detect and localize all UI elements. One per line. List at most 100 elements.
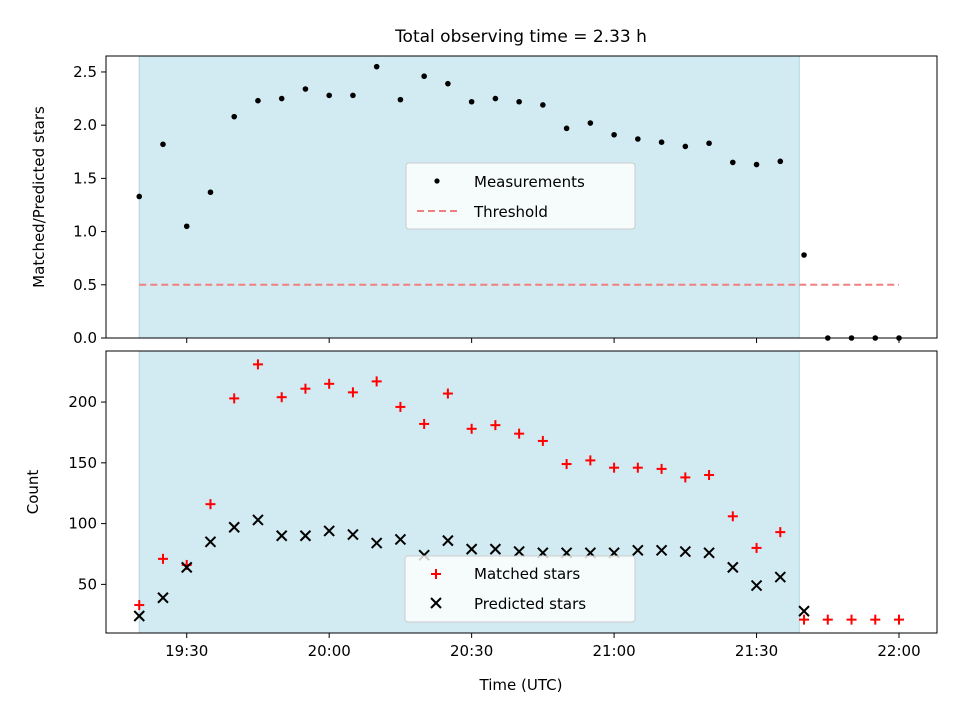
count-x-tick-label: 20:00 (308, 642, 351, 660)
count-x-tick-label: 20:30 (450, 642, 493, 660)
matched-star-point (276, 392, 287, 403)
measurement-point (753, 161, 760, 168)
ratio-y-tick-label: 0.0 (73, 329, 97, 347)
count-legend: Matched stars Predicted stars (404, 555, 636, 623)
measurement-point (231, 113, 238, 120)
matched-star-point (229, 393, 240, 404)
legend-matched-label: Matched stars (474, 565, 580, 583)
figure-title: Total observing time = 2.33 h (394, 27, 647, 47)
legend-predicted-marker (430, 597, 442, 609)
predicted-star-point (442, 534, 454, 547)
measurement-point (611, 131, 617, 138)
measurement-point (421, 73, 427, 80)
predicted-star-point (465, 543, 478, 555)
matched-star-point (324, 378, 335, 389)
predicted-star-point (750, 579, 763, 592)
matched-star-point (252, 359, 263, 370)
predicted-star-point (632, 544, 644, 557)
ratio-y-tick-label: 1.0 (73, 223, 97, 241)
measurement-point (302, 86, 309, 92)
predicted-star-point (679, 545, 692, 558)
matched-star-point (799, 614, 810, 625)
x-axis-label: Time (UTC) (479, 676, 563, 694)
predicted-star-point (228, 521, 240, 533)
measurement-point (183, 223, 190, 230)
predicted-star-point (370, 537, 383, 549)
count-panel: 50 100 150 200 19:30 20:00 20:30 21:00 21:30 22:0… (24, 350, 938, 694)
count-y-axis-label: Count (24, 470, 42, 515)
measurement-point (326, 92, 332, 99)
measurement-point (136, 193, 143, 200)
measurement-point (587, 120, 594, 126)
matched-star-point (537, 435, 548, 446)
matched-star-point (419, 418, 430, 429)
predicted-star-point (323, 525, 335, 537)
matched-star-point (656, 463, 667, 474)
measurement-point (563, 125, 570, 132)
predicted-star-point (394, 533, 407, 546)
matched-star-point (894, 614, 905, 625)
predicted-star-point (774, 571, 787, 583)
count-y-tick-label: 100 (68, 515, 97, 533)
matched-star-point (442, 388, 453, 399)
matched-star-point (727, 511, 738, 522)
legend-predicted-label: Predicted stars (474, 595, 586, 613)
matched-star-point (870, 614, 881, 625)
count-x-tick-label: 19:30 (165, 642, 208, 660)
measurement-point (635, 136, 641, 142)
matched-star-point (775, 527, 786, 538)
ratio-y-tick-label: 2.5 (73, 63, 97, 81)
measurement-point (801, 252, 807, 258)
matched-star-point (490, 420, 501, 431)
measurement-point (160, 141, 166, 148)
matched-star-point (561, 459, 572, 470)
ratio-plot-frame (105, 55, 938, 339)
legend-threshold-label: Threshold (473, 203, 548, 221)
ratio-y-tick-label: 1.5 (73, 169, 97, 187)
measurement-point (777, 158, 784, 165)
matched-star-point (205, 499, 216, 510)
measurement-point (682, 143, 689, 150)
count-plot-frame (105, 350, 938, 634)
predicted-star-point (798, 605, 810, 617)
measurement-point (468, 98, 475, 105)
measurement-point (255, 97, 261, 104)
measurement-point (658, 139, 665, 145)
legend-matched-marker (431, 569, 441, 579)
matched-star-point (609, 462, 620, 473)
count-x-tick-label: 21:00 (592, 642, 635, 660)
matched-star-point (300, 383, 311, 394)
count-y-tick-label: 50 (78, 575, 97, 593)
matched-star-point (371, 376, 382, 387)
matched-star-point (680, 472, 691, 483)
ratio-y-axis-label: Matched/Predicted stars (30, 106, 48, 288)
matched-star-point (751, 542, 762, 553)
matched-star-point (466, 423, 477, 434)
predicted-star-point (655, 544, 668, 557)
count-legend-box (404, 555, 636, 623)
count-x-tick-label: 22:00 (877, 642, 920, 660)
matched-star-point (514, 428, 525, 439)
legend-measurements-marker (434, 178, 440, 184)
predicted-star-point (275, 530, 288, 542)
predicted-star-point (703, 547, 715, 559)
ratio-y-tick-label: 2.0 (73, 116, 97, 134)
ratio-legend: Measurements Threshold (405, 162, 636, 230)
measurement-point (445, 80, 451, 87)
matched-star-point (157, 553, 168, 564)
measurement-point (516, 98, 522, 105)
predicted-star-point (513, 545, 525, 558)
count-x-tick-label: 21:30 (735, 642, 778, 660)
matched-star-point (585, 455, 596, 466)
measurement-point (350, 92, 356, 99)
matched-star-point (347, 387, 358, 398)
ratio-y-tick-label: 0.5 (73, 276, 97, 294)
measurement-point (397, 96, 404, 103)
legend-measurements-label: Measurements (474, 173, 585, 191)
measurement-point (373, 63, 380, 70)
ratio-panel: 0.0 0.5 1.0 1.5 2.0 2.5 Matched/Predicted sta… (30, 55, 938, 347)
matched-star-point (704, 469, 715, 480)
measurement-point (278, 95, 285, 102)
measurement-point (207, 189, 214, 196)
